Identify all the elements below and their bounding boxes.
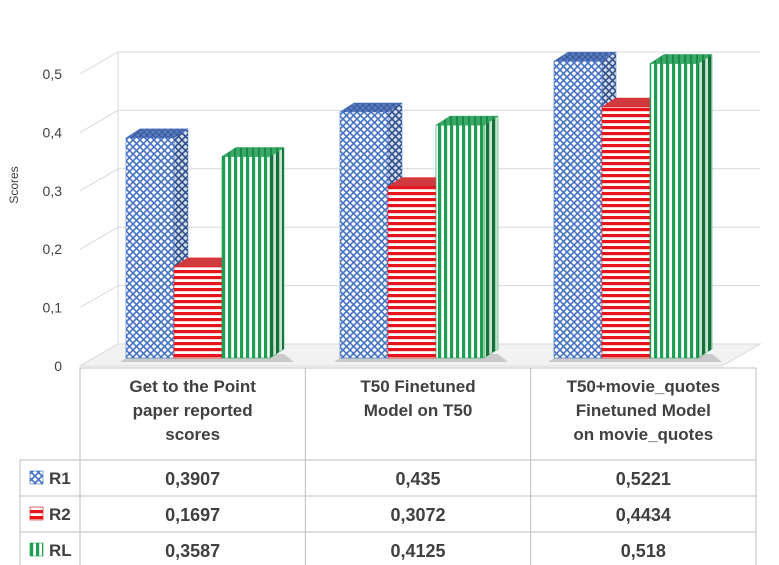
table-cell-value: 0,4434 [616, 505, 671, 525]
bar-rl [435, 124, 485, 359]
y-tick-label: 0,1 [43, 300, 63, 316]
bar-r2 [387, 186, 437, 359]
bar-r1 [125, 137, 175, 359]
table-cell-value: 0,3072 [390, 505, 445, 525]
y-tick-label: 0 [54, 358, 62, 374]
category-label: T50 Finetuned [360, 377, 475, 396]
category-label: T50+movie_quotes [567, 377, 721, 396]
series-name-r2: R2 [49, 505, 71, 524]
table-cell-value: 0,4125 [390, 541, 445, 561]
category-label: on movie_quotes [573, 425, 713, 444]
bar-side-rl [483, 115, 499, 359]
bar-side-rl [697, 54, 713, 359]
series-name-rl: RL [49, 541, 72, 560]
y-axis-label: Scores [7, 166, 21, 203]
bar-r1 [553, 60, 603, 359]
category-label: Get to the Point [129, 377, 256, 396]
table-cell-value: 0,5221 [616, 469, 671, 489]
bar-r2 [173, 266, 223, 359]
y-tick-label: 0,3 [43, 183, 63, 199]
table-cell-value: 0,3907 [165, 469, 220, 489]
table-cell-value: 0,518 [621, 541, 666, 561]
bar-rl [649, 63, 699, 359]
legend-key-rl [29, 542, 44, 557]
category-label: Model on T50 [364, 401, 473, 420]
y-tick-label: 0,4 [43, 124, 63, 140]
category-label: Finetuned Model [576, 401, 711, 420]
table-cell-value: 0,3587 [165, 541, 220, 561]
category-label: scores [165, 425, 220, 444]
table-cell-value: 0,435 [395, 469, 440, 489]
table-cell-value: 0,1697 [165, 505, 220, 525]
series-name-r1: R1 [49, 469, 71, 488]
bar-r2 [601, 106, 651, 359]
legend-key-r1 [29, 470, 44, 485]
bar-r1 [339, 111, 389, 359]
bar-rl [221, 156, 271, 359]
bar-side-rl [269, 147, 285, 359]
y-tick-label: 0,2 [43, 241, 63, 257]
category-label: paper reported [133, 401, 253, 420]
y-tick-label: 0,5 [43, 66, 63, 82]
legend-key-r2 [29, 506, 44, 521]
